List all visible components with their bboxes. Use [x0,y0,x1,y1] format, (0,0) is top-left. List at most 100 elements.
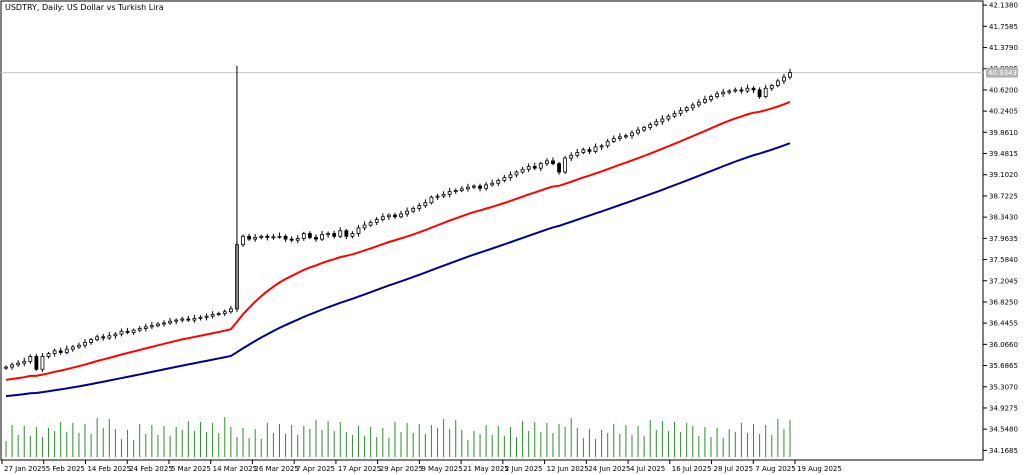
y-tick-label: 37.2045 [989,277,1018,285]
candle-body [593,146,598,152]
ema-fast-line [5,101,791,381]
ema-slow-line [5,142,791,398]
candle-body [301,233,306,239]
candle-body [624,135,628,138]
y-tick-label: 42.1380 [989,2,1018,10]
candle-body [186,318,191,321]
candle-body [222,311,227,314]
candle-body [332,233,337,237]
candle-body [587,149,592,152]
candle-body [563,157,568,173]
candle-body [119,330,124,335]
candle-body [113,333,118,337]
candle-body [228,308,233,313]
candle-body [156,323,160,327]
candle-body [374,219,379,223]
candle-body [423,202,428,206]
candle-body [490,182,495,186]
candle-body [204,315,209,318]
candle-body [368,221,373,226]
y-tick-label: 34.5480 [989,426,1018,434]
x-tick-label: 7 Apr 2025 [296,465,335,473]
x-tick-label: 28 Jul 2025 [714,465,754,473]
candle-body [289,238,294,241]
candle-body [727,90,732,93]
y-axis: 42.138041.758541.379040.999540.620040.24… [983,2,1018,455]
candle-body [496,180,501,184]
candle-body [678,110,683,114]
candle-body [247,235,252,240]
candle-body [149,325,154,328]
candle-body [58,350,63,353]
candle-body [630,132,634,137]
x-tick-label: 21 May 2025 [463,465,509,473]
candle-body [362,224,367,229]
candle-body [538,163,543,169]
candle-body [356,227,361,234]
candle-body [399,213,403,218]
candles [4,68,792,372]
candle-body [715,93,719,98]
y-tick-label: 34.1685 [989,447,1018,455]
x-tick-label: 12 Jun 2025 [547,465,589,473]
candle-body [216,313,221,315]
candle-body [684,107,689,111]
candle-body [782,76,786,82]
candle-body [411,207,416,212]
x-tick-label: 16 Jul 2025 [672,465,712,473]
x-tick-label: 17 Apr 2025 [338,465,381,473]
candle-body [265,235,270,238]
candle-body [168,320,172,324]
x-tick-label: 5 Feb 2025 [46,465,85,473]
candle-body [636,129,640,134]
candle-body [435,195,440,198]
candle-body [502,177,507,181]
candle-body [192,318,197,321]
candle-body [77,344,81,348]
x-tick-label: 4 Jul 2025 [630,465,665,473]
y-tick-label: 37.5840 [989,256,1018,264]
candle-body [320,234,324,240]
current-price-label: 40.9343 [988,69,1017,77]
x-tick-label: 9 May 2025 [421,465,462,473]
candle-body [666,115,671,120]
y-tick-label: 41.3790 [989,44,1018,52]
y-tick-label: 41.7585 [989,23,1018,31]
candle-body [544,160,549,165]
candle-body [557,163,561,173]
candle-body [447,191,452,195]
candle-body [405,210,410,215]
current-price-bg [986,67,1018,78]
candle-body [709,96,713,100]
y-tick-label: 39.4815 [989,150,1018,158]
candle-body [611,138,616,142]
y-tick-label: 35.6865 [989,362,1018,370]
candle-body [465,186,470,190]
candle-body [344,230,349,237]
y-tick-label: 40.6200 [989,86,1018,94]
candle-body [4,366,8,369]
candle-body [22,361,27,364]
candle-body [599,145,604,148]
candle-body [775,80,780,86]
candle-body [295,238,300,241]
candle-body [198,316,203,319]
candle-body [16,362,21,366]
candle-body [162,322,166,325]
candle-body [696,101,701,106]
candle-body [441,194,446,197]
candle-body [478,185,482,189]
candle-body [739,89,744,92]
candle-body [125,330,130,333]
current-price-tag: 40.9343 [986,67,1018,78]
candle-body [605,140,610,147]
candle-body [137,328,142,331]
x-tick-label: 19 Aug 2025 [797,465,842,473]
y-tick-label: 36.0660 [989,341,1018,349]
candle-body [484,184,489,189]
candle-body [393,214,397,218]
candle-body [52,350,57,355]
candle-body [46,353,51,357]
candle-body [703,99,707,103]
